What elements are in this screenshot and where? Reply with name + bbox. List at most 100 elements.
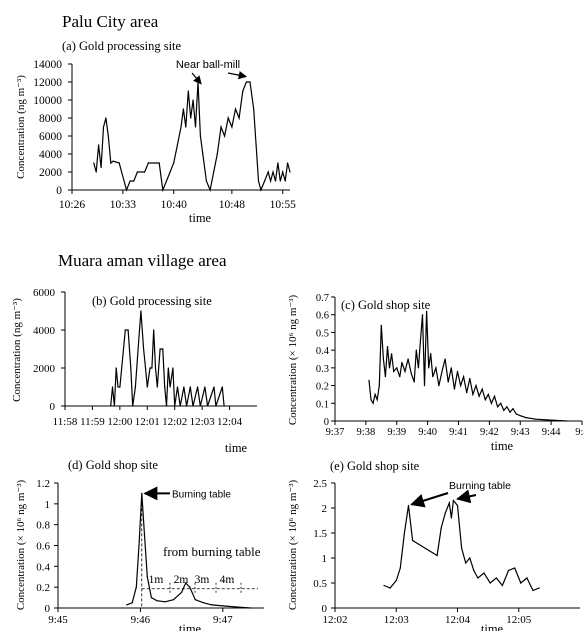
x-tick-label-c: 9:42 (480, 427, 499, 438)
y-tick-label-a: 14000 (33, 59, 62, 71)
data-point-d (143, 534, 146, 536)
y-tick-label-e: 0.5 (313, 578, 327, 590)
data-point-b (113, 405, 115, 407)
x-tick-label-b: 12:00 (107, 416, 133, 428)
data-point-b (117, 386, 119, 388)
data-point-c (524, 416, 527, 419)
data-point-e (389, 587, 391, 589)
data-point-b (174, 405, 176, 407)
data-point-a (255, 144, 257, 146)
data-point-c (475, 385, 477, 387)
x-tick-label-e: 12:03 (384, 614, 410, 626)
data-point-b (207, 405, 209, 407)
data-point-a (260, 189, 262, 191)
data-point-a (107, 135, 109, 137)
data-point-a (176, 144, 178, 146)
data-point-e (520, 582, 522, 584)
data-point-b (130, 367, 132, 369)
data-point-a (220, 126, 222, 128)
data-point-d (222, 605, 224, 607)
y-tick-label-c: 0.4 (316, 346, 330, 357)
data-point-e (412, 539, 414, 542)
data-point-b (167, 367, 169, 369)
data-point-c (456, 370, 459, 372)
data-point-a (282, 171, 284, 173)
data-point-c (413, 381, 415, 383)
annotation-distance-title-d: from burning table (163, 544, 261, 559)
y-tick-label-c: 0.5 (316, 328, 329, 339)
y-tick-label-d: 0 (45, 603, 51, 615)
data-point-c (378, 385, 380, 387)
data-point-d (150, 597, 152, 599)
data-point-b (151, 367, 153, 369)
data-point-e (461, 547, 463, 549)
data-point-e (532, 589, 534, 592)
data-point-c (393, 370, 395, 372)
data-point-b (164, 386, 166, 388)
data-point-e (538, 587, 540, 589)
x-tick-label-b: 12:03 (190, 416, 216, 428)
data-point-b (179, 405, 181, 407)
data-point-c (484, 399, 486, 401)
data-point-b (215, 405, 217, 407)
data-point-d (156, 600, 158, 602)
x-tick-label-c: 9:41 (449, 427, 468, 438)
x-tick-label-d: 9:47 (213, 614, 233, 626)
data-point-b (162, 348, 164, 350)
data-point-c (388, 367, 391, 369)
x-tick-label-b: 11:58 (53, 416, 78, 428)
y-tick-label-a: 2000 (39, 167, 62, 179)
data-point-a (190, 117, 192, 119)
data-point-e (452, 499, 454, 502)
y-tick-label-a: 4000 (39, 149, 62, 161)
data-point-c (438, 385, 440, 387)
data-point-a (194, 126, 197, 128)
data-point-e (448, 502, 450, 504)
data-point-c (374, 393, 376, 395)
data-point-c (535, 418, 537, 420)
data-point-d (235, 606, 238, 608)
data-point-e (450, 517, 452, 519)
data-point-d (138, 544, 140, 547)
data-point-c (426, 310, 428, 312)
distance-label-d: 2m (174, 574, 189, 586)
data-point-a (125, 189, 128, 191)
data-point-a (185, 126, 187, 128)
data-point-c (550, 419, 552, 421)
x-tick-label-a: 10:48 (219, 199, 245, 211)
y-axis-label-d: Concentration (× 10⁶ ng m⁻³) (15, 479, 27, 610)
data-point-c (460, 385, 462, 387)
y-tick-label-c: 0 (324, 417, 329, 428)
x-axis-label-c: time (491, 439, 514, 453)
x-tick-label-a: 10:33 (110, 199, 136, 211)
data-point-b (146, 386, 148, 388)
data-point-a (98, 144, 100, 146)
data-point-c (435, 367, 437, 369)
x-tick-label-e: 12:04 (445, 614, 471, 626)
data-point-c (515, 413, 517, 415)
data-point-e (399, 567, 401, 569)
data-point-e (477, 577, 479, 579)
x-axis-label-e: time (481, 622, 504, 631)
data-point-c (430, 353, 432, 355)
data-point-c (423, 385, 426, 387)
data-point-a (209, 189, 211, 191)
data-line-b (110, 310, 225, 407)
data-point-a (133, 180, 135, 182)
y-tick-label-e: 0 (322, 603, 328, 615)
data-point-b (122, 348, 125, 350)
data-point-c (478, 395, 480, 397)
data-point-a (224, 135, 226, 137)
y-tick-label-c: 0.6 (316, 311, 329, 322)
data-point-e (465, 562, 467, 564)
data-point-a (165, 180, 168, 182)
data-point-d (194, 599, 196, 601)
data-point-b (223, 405, 225, 407)
data-line-a (93, 81, 291, 193)
data-point-e (469, 557, 471, 559)
arrow-burning-table-e-1 (410, 492, 449, 508)
y-tick-label-a: 10000 (33, 95, 62, 107)
data-point-c (401, 361, 403, 364)
y-tick-label-b: 0 (50, 401, 56, 413)
data-point-e (501, 584, 503, 587)
